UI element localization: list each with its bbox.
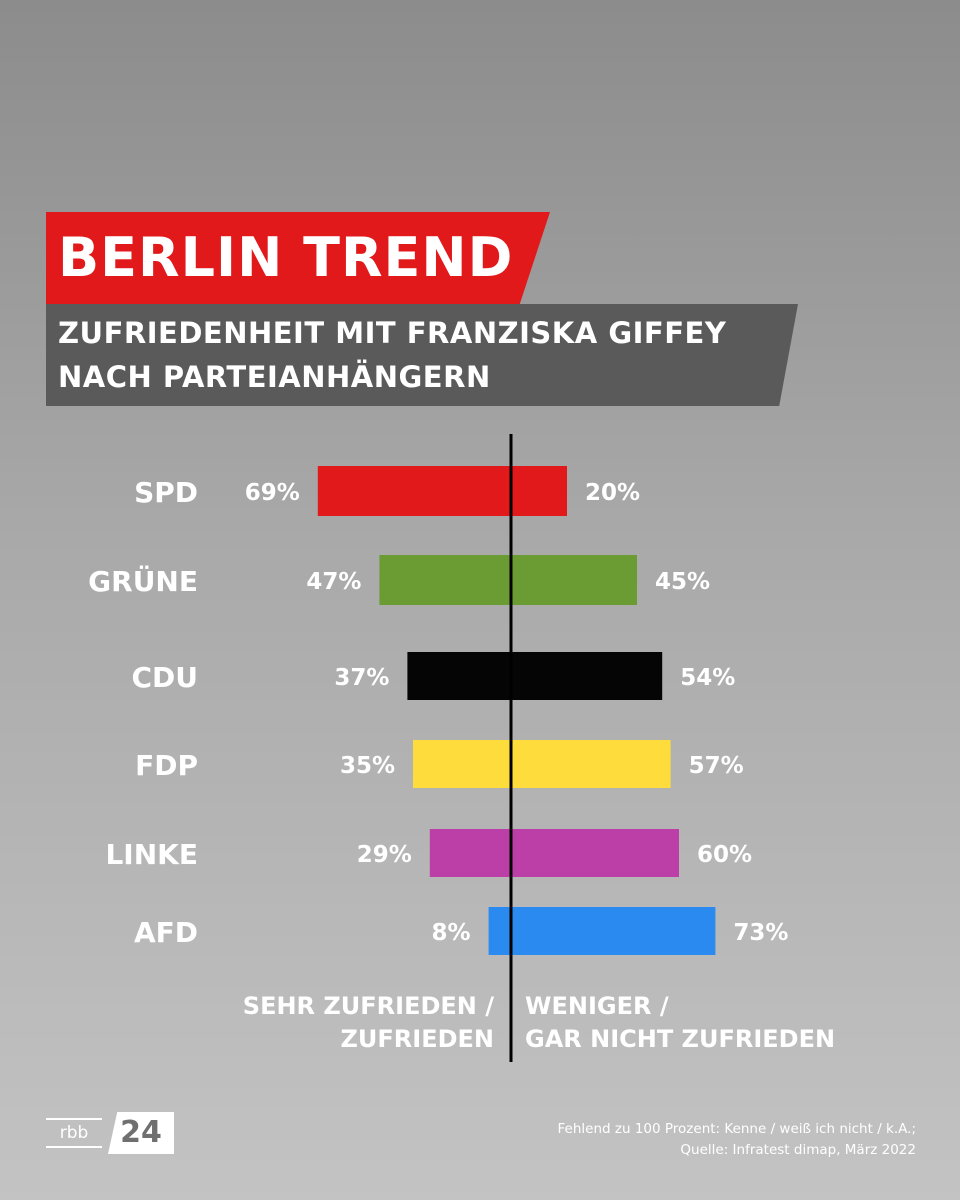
bar-satisfied-afd [488,907,511,955]
logo-24-text: 24 [108,1112,174,1154]
chart-subtitle-line-1: ZUFRIEDENHEIT MIT FRANZISKA GIFFEY [58,316,727,350]
chart-subtitle-line-2: NACH PARTEIANHÄNGERN [58,360,491,394]
bar-satisfied-linke [429,829,511,877]
bar-dissatisfied-linke [511,829,679,877]
category-label-afd: AFD [134,916,198,949]
bar-satisfied-grne [379,555,511,605]
value-label-satisfied-cdu: 37% [334,665,389,691]
right-caption-line-2: GAR NICHT ZUFRIEDEN [525,1025,836,1053]
value-label-dissatisfied-linke: 60% [697,842,752,868]
value-label-satisfied-afd: 8% [432,920,471,946]
category-label-linke: LINKE [105,838,198,871]
rbb24-logo: rbb 24 [46,1112,174,1154]
value-label-dissatisfied-cdu: 54% [680,665,735,691]
bar-dissatisfied-grne [511,555,637,605]
category-label-grne: GRÜNE [88,564,198,598]
left-caption-line-1: SEHR ZUFRIEDEN / [242,992,494,1020]
footnote-missing: Fehlend zu 100 Prozent: Kenne / weiß ich… [557,1121,916,1137]
bar-dissatisfied-spd [511,466,567,516]
source-note: Quelle: Infratest dimap, März 2022 [680,1142,916,1158]
value-label-satisfied-grne: 47% [306,569,361,595]
bar-dissatisfied-cdu [511,652,663,700]
bar-satisfied-cdu [407,652,511,700]
title-banner [46,212,550,304]
logo-rbb-text: rbb [46,1118,102,1148]
bar-satisfied-spd [317,466,511,516]
value-label-satisfied-linke: 29% [357,842,412,868]
value-label-satisfied-fdp: 35% [340,753,395,779]
value-label-dissatisfied-fdp: 57% [689,753,744,779]
bar-satisfied-fdp [413,740,511,788]
right-caption-line-1: WENIGER / [525,992,669,1020]
value-label-dissatisfied-grne: 45% [655,569,710,595]
value-label-satisfied-spd: 69% [245,480,300,506]
value-label-dissatisfied-spd: 20% [585,480,640,506]
chart-title: BERLIN TREND [58,226,514,289]
category-label-fdp: FDP [135,749,198,782]
bar-dissatisfied-afd [511,907,716,955]
category-label-cdu: CDU [131,661,198,694]
left-caption-line-2: ZUFRIEDEN [340,1025,495,1053]
bar-dissatisfied-fdp [511,740,671,788]
category-label-spd: SPD [134,476,198,509]
value-label-dissatisfied-afd: 73% [733,920,788,946]
subtitle-banner [46,304,798,406]
